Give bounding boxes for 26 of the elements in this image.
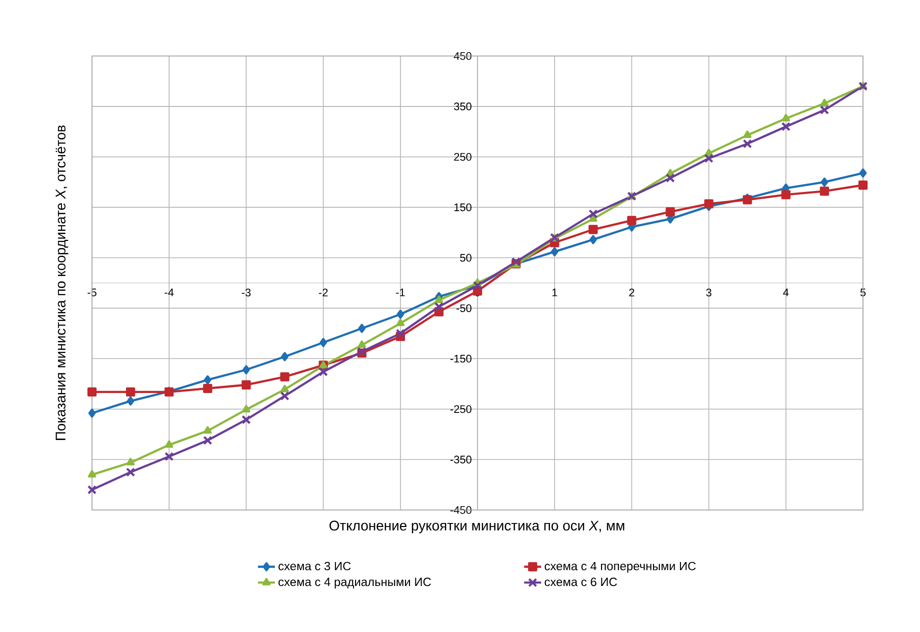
x-tick-label: 5 xyxy=(860,288,866,296)
y-tick-label: 50 xyxy=(460,254,472,262)
x-axis-title: Отклонение рукоятки министика по оси X, мм xyxy=(330,520,624,534)
legend-label: схема с 6 ИС xyxy=(544,578,617,586)
legend-label: схема с 4 радиальными ИС xyxy=(278,578,431,588)
y-tick-label: -250 xyxy=(450,405,472,413)
y-tick-label: -50 xyxy=(456,304,472,312)
x-tick-label: -2 xyxy=(318,288,328,296)
y-tick-label: 350 xyxy=(454,102,472,110)
y-tick-label: 150 xyxy=(454,203,472,212)
y-tick-label: -450 xyxy=(450,506,472,514)
x-tick-label: -3 xyxy=(242,288,251,296)
x-tick-label: 3 xyxy=(706,288,712,296)
x-tick-label: -4 xyxy=(164,288,174,296)
x-tick-label: -5 xyxy=(88,288,96,296)
y-tick-label: -350 xyxy=(450,456,472,464)
x-tick-label: 1 xyxy=(552,288,558,296)
x-tick-label: 4 xyxy=(783,288,789,296)
y-tick-label: -150 xyxy=(450,354,472,363)
legend-label: схема с 3 ИС xyxy=(278,562,351,570)
legend-label: схема с 4 поперечными ИС xyxy=(544,562,696,573)
y-axis-title: Показания министика по координате X, отсчётов xyxy=(56,125,68,440)
y-tick-label: 250 xyxy=(454,153,472,161)
x-tick-label: -1 xyxy=(396,288,405,296)
y-tick-label: 450 xyxy=(454,52,472,60)
x-tick-label: 2 xyxy=(629,288,634,296)
